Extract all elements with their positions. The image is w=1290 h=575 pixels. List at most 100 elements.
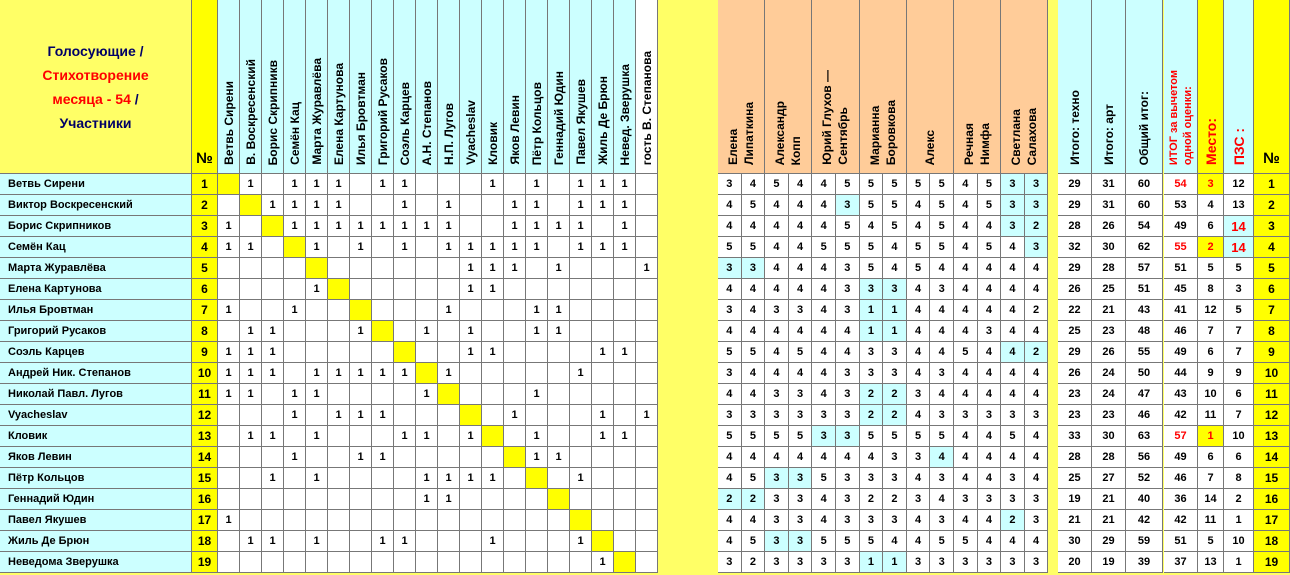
expert-score-text: 4	[915, 199, 922, 211]
expert-score-text: 4	[867, 220, 874, 232]
vote-cell: 1	[592, 342, 614, 363]
place-cell-text: 13	[1204, 556, 1217, 568]
vote-cell-text: 1	[291, 304, 298, 316]
expert-score-text: 3	[797, 556, 804, 568]
row-number: 1	[192, 174, 218, 195]
row-number-text: 11	[198, 387, 211, 401]
pzs-cell-text: 1	[1235, 514, 1242, 526]
expert-score: 4	[765, 342, 789, 363]
vote-cell-text: 1	[489, 535, 496, 547]
vote-cell-text: 1	[313, 241, 320, 253]
total-cell-text: 48	[1137, 325, 1151, 337]
vote-cell	[218, 531, 240, 552]
expert-score-text: 3	[938, 283, 945, 295]
vote-cell	[548, 174, 570, 195]
expert-score: 4	[741, 279, 766, 300]
vote-cell-text: 1	[357, 325, 364, 337]
vote-cell	[592, 510, 614, 531]
expert-score-text: 5	[867, 535, 874, 547]
expert-score: 4	[812, 447, 836, 468]
vote-cell-text: 1	[313, 178, 320, 190]
expert-score: 4	[812, 258, 836, 279]
expert-score-text: 4	[891, 535, 898, 547]
vote-cell-text: 1	[335, 367, 342, 379]
row-name-text: Елена Картунова	[8, 283, 102, 295]
row-number-text: 12	[197, 408, 212, 422]
vote-cell	[284, 552, 306, 573]
vote-cell-text: 1	[225, 514, 232, 526]
vote-cell	[262, 489, 284, 510]
vote-cell-text: 1	[335, 178, 342, 190]
vote-cell	[284, 279, 306, 300]
vote-cell-text: 1	[379, 367, 386, 379]
vote-cell	[548, 279, 570, 300]
pzs-cell-text: 12	[1232, 178, 1245, 190]
total-cell-text: 40	[1137, 493, 1151, 505]
expert-header-label-0: Речная	[962, 123, 977, 165]
vote-cell: 1	[526, 195, 548, 216]
vote-cell	[372, 321, 394, 342]
expert-header-label-0: Марианна	[867, 105, 882, 165]
expert-score-text: 4	[820, 325, 827, 337]
expert-score: 5	[859, 237, 884, 258]
vote-cell: 1	[306, 174, 328, 195]
place-cell: 11	[1198, 510, 1224, 531]
expert-score-text: 5	[797, 430, 804, 442]
vote-cell: 1	[240, 363, 262, 384]
vote-cell	[636, 468, 658, 489]
itog-cell: 49	[1164, 216, 1198, 237]
expert-score: 4	[906, 321, 931, 342]
vote-cell: 1	[372, 405, 394, 426]
expert-score: 4	[812, 489, 836, 510]
expert-score: 5	[788, 342, 813, 363]
vote-cell	[548, 426, 570, 447]
expert-score-text: 5	[749, 430, 756, 442]
expert-score-text: 3	[820, 409, 827, 421]
expert-score-text: 3	[844, 388, 851, 400]
vote-cell	[636, 279, 658, 300]
expert-score-text: 4	[938, 262, 945, 274]
total-cell-text: 26	[1068, 367, 1081, 379]
vote-cell-text: 1	[423, 325, 430, 337]
expert-score-text: 4	[985, 346, 992, 358]
vote-cell: 1	[548, 447, 570, 468]
total-cell-text: 30	[1068, 535, 1081, 547]
expert-score: 3	[765, 489, 789, 510]
vote-cell	[372, 279, 394, 300]
vote-cell: 1	[284, 384, 306, 405]
itog-cell-text: 42	[1174, 409, 1187, 421]
vote-cell	[438, 426, 460, 447]
total-cell: 59	[1126, 531, 1163, 552]
voter-header: Соэль Карцев	[394, 0, 416, 174]
vote-cell	[262, 174, 284, 195]
row-number-right: 3	[1254, 216, 1290, 237]
row-name-text: Марта Журавлёва	[8, 262, 106, 274]
expert-score: 4	[954, 279, 978, 300]
row-number-right-text: 18	[1264, 534, 1279, 548]
expert-score: 4	[930, 300, 954, 321]
expert-score: 4	[1024, 363, 1049, 384]
expert-score-text: 5	[867, 199, 874, 211]
vote-cell-text: 1	[247, 535, 254, 547]
totals-header: Общий итог:	[1126, 0, 1163, 174]
row-name: Ветвь Сирени	[0, 174, 192, 195]
expert-score: 4	[977, 447, 1002, 468]
total-cell-text: 30	[1102, 241, 1115, 253]
row-number-right: 8	[1254, 321, 1290, 342]
vote-cell	[614, 489, 636, 510]
voter-header-label-0: Григорий Русаков	[375, 57, 390, 165]
vote-cell	[636, 552, 658, 573]
expert-score-text: 3	[844, 493, 851, 505]
row-name-text: Геннадий Юдин	[8, 493, 95, 505]
place-cell: 7	[1198, 468, 1224, 489]
expert-score: 4	[1001, 258, 1025, 279]
expert-score-text: 3	[891, 367, 898, 379]
expert-score: 5	[930, 531, 954, 552]
expert-score-text: 4	[726, 514, 733, 526]
expert-score: 4	[812, 300, 836, 321]
voter-header: Кловик	[482, 0, 504, 174]
expert-score: 4	[788, 321, 813, 342]
expert-score-text: 4	[962, 283, 969, 295]
vote-cell	[284, 531, 306, 552]
row-name: Григорий Русаков	[0, 321, 192, 342]
